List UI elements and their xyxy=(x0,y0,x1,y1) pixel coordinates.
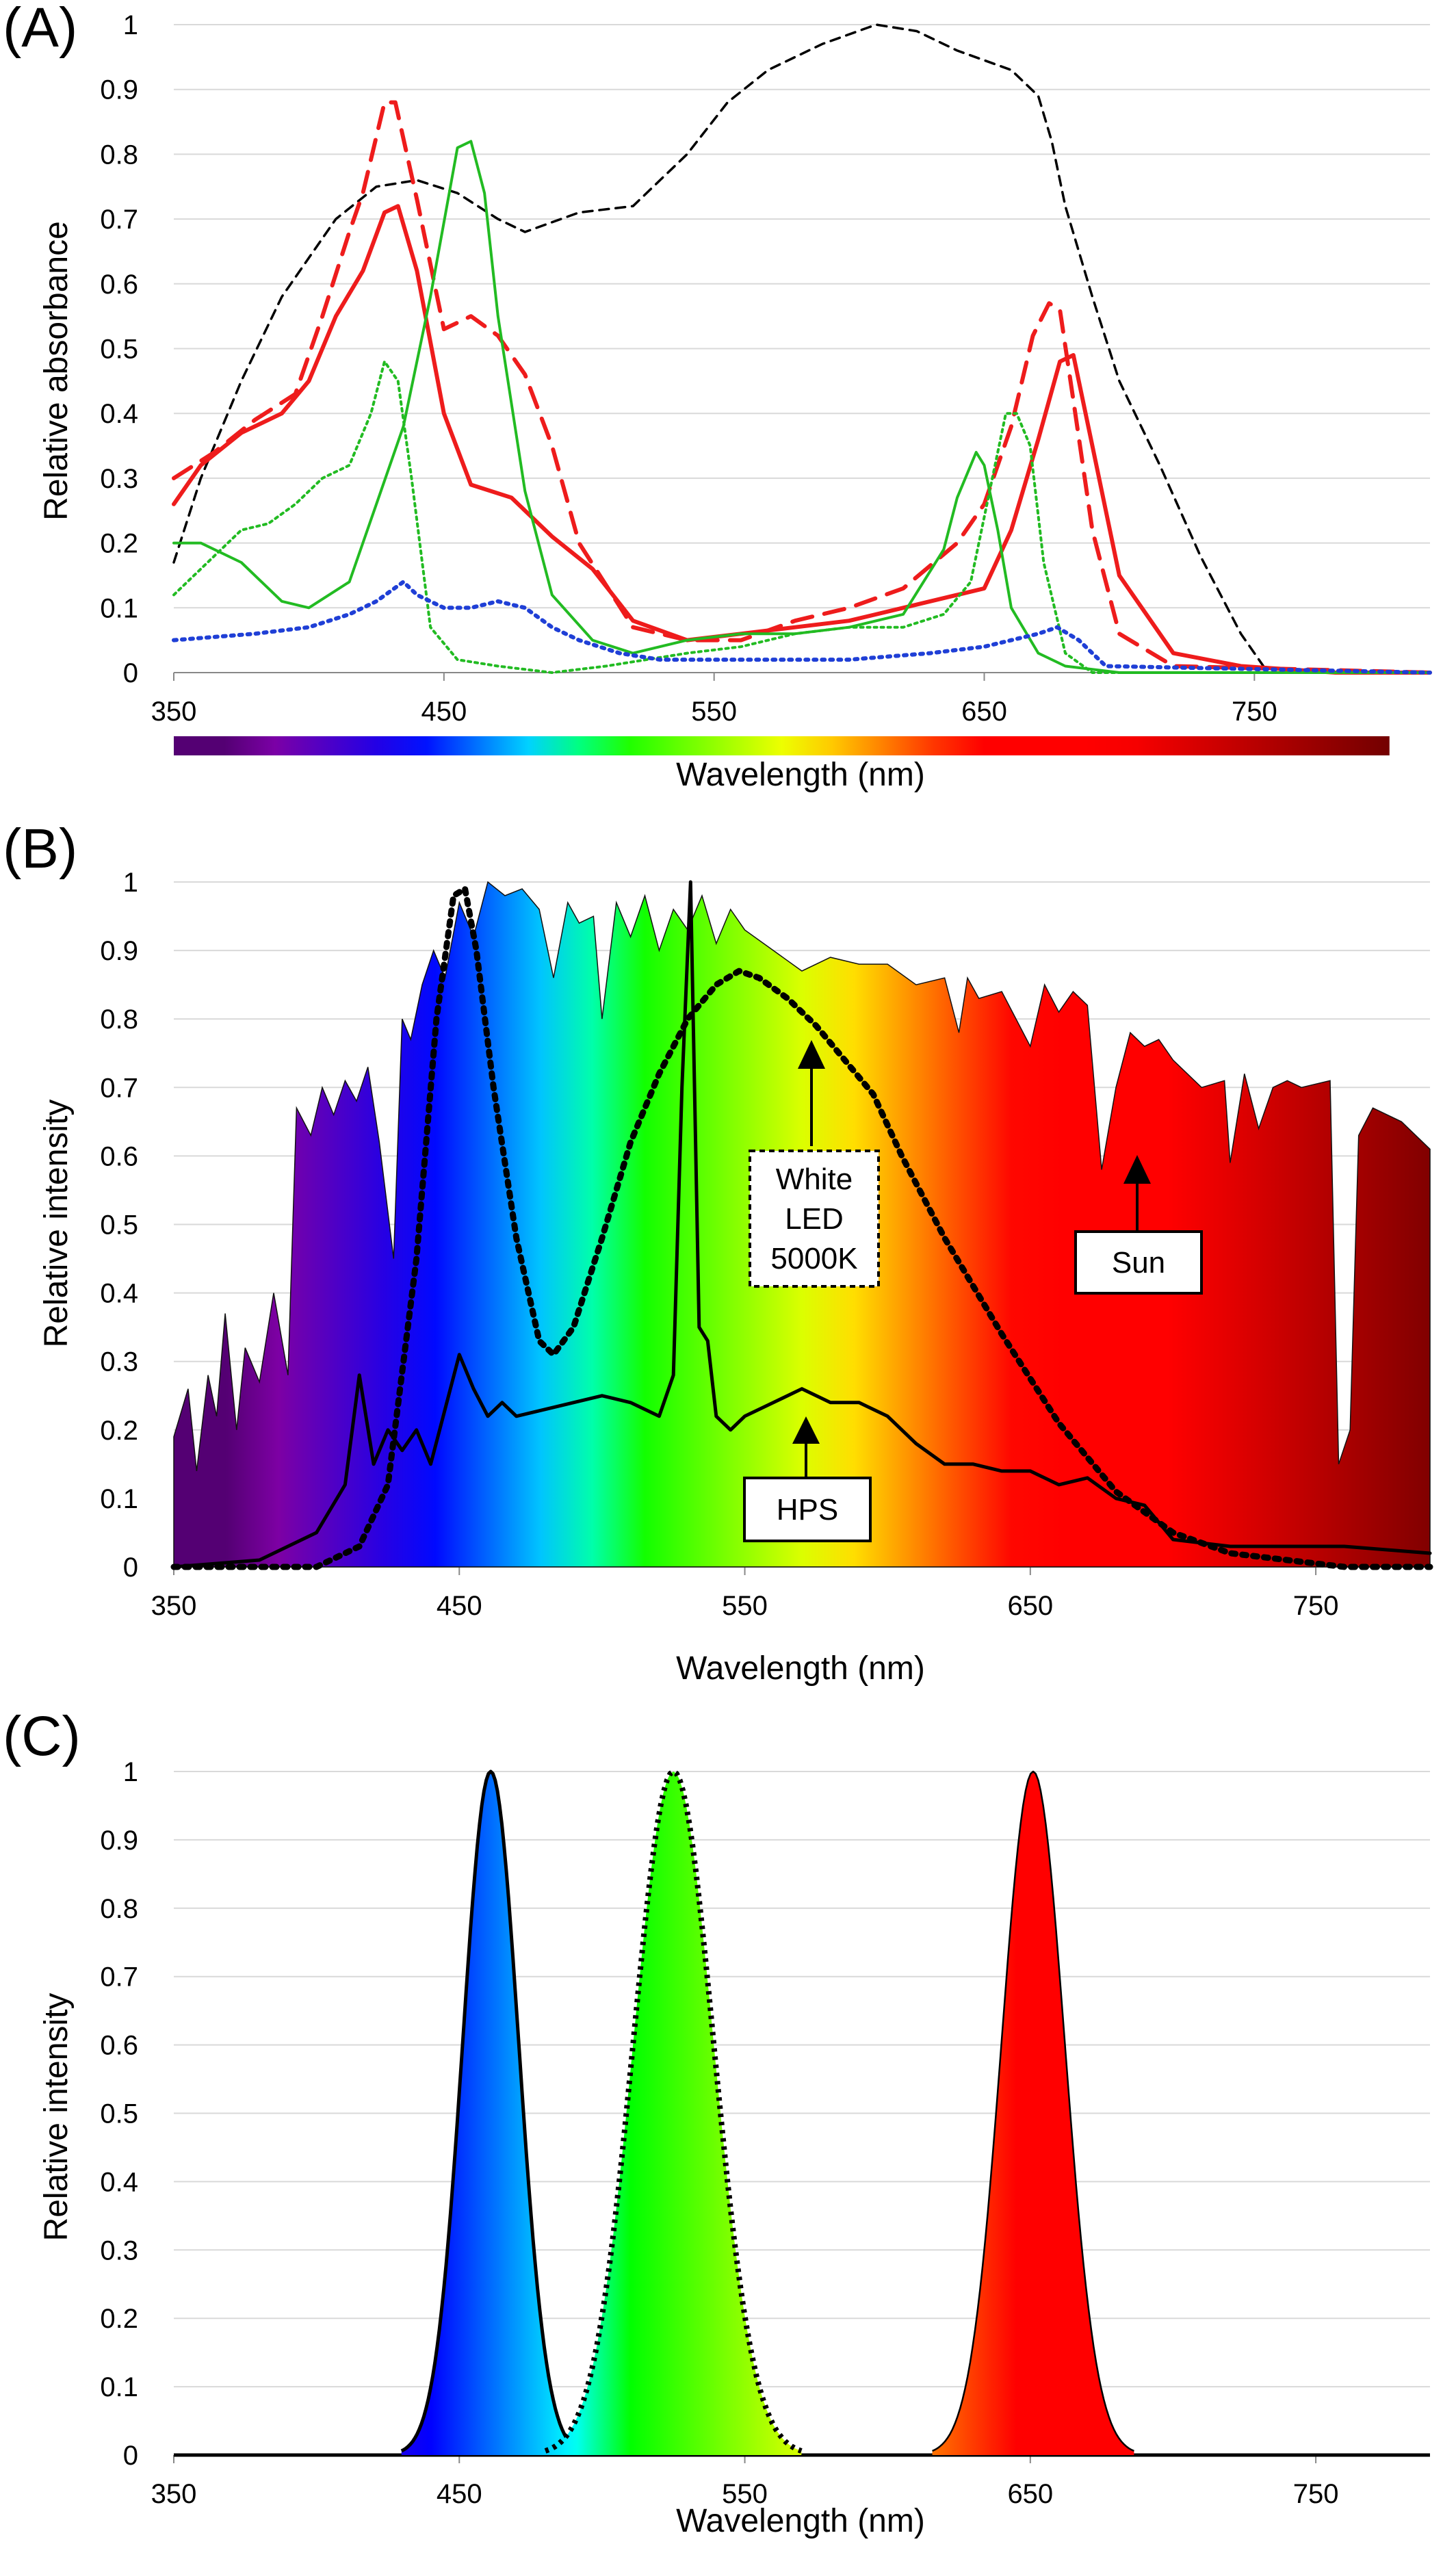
x-tick-label: 750 xyxy=(1232,697,1277,727)
y-tick-label: 0.3 xyxy=(100,1347,138,1377)
y-tick-label: 0.8 xyxy=(100,140,138,170)
y-tick-label: 0.4 xyxy=(100,1279,138,1309)
y-tick-label: 0.4 xyxy=(100,2167,138,2197)
y-tick-label: 0.9 xyxy=(100,75,138,105)
y-tick-label: 0.6 xyxy=(100,1141,138,1171)
x-ticks-a: 350 450 550 650 750 xyxy=(151,697,1277,727)
annotation-hps: HPS xyxy=(743,1416,872,1542)
x-tick-label: 750 xyxy=(1293,2479,1339,2509)
y-tick-label: 0.6 xyxy=(100,270,138,300)
led-peak-outline-3 xyxy=(932,1770,1134,2452)
led-peak-area-1 xyxy=(401,1771,580,2455)
y-ticks-b: 0 0.1 0.2 0.3 0.4 0.5 0.6 0.7 0.8 0.9 1 xyxy=(100,868,138,1583)
x-tick-label: 750 xyxy=(1293,1591,1339,1621)
y-tick-label: 0 xyxy=(123,658,138,688)
x-axis-title-b: Wavelength (nm) xyxy=(676,1650,925,1687)
y-tick-label: 0.7 xyxy=(100,1073,138,1103)
y-tick-label: 0.1 xyxy=(100,1484,138,1514)
y-tick-label: 0.5 xyxy=(100,335,138,365)
annotation-sun: Sun xyxy=(1074,1155,1203,1295)
y-tick-label: 0.2 xyxy=(100,2304,138,2334)
annotation-white-led: White LED 5000K xyxy=(749,1040,880,1288)
series-line-a-green-solid xyxy=(172,140,1431,674)
x-tick-label: 650 xyxy=(1007,1591,1053,1621)
y-axis-title-b: Relative intensity xyxy=(38,1100,75,1348)
y-tick-label: 0 xyxy=(123,2441,138,2471)
panel-b: (B) 0 0.1 0.2 0.3 0.4 0.5 0.6 0.7 0.8 0.9 1 350 450… xyxy=(3,818,1433,1687)
x-tick-label: 450 xyxy=(437,2479,482,2509)
x-tick-label: 550 xyxy=(691,697,737,727)
y-tick-label: 0.5 xyxy=(100,1210,138,1241)
series-line-a-black-dashed xyxy=(172,23,1269,674)
x-tick-label: 350 xyxy=(151,697,197,727)
grid-c xyxy=(173,1771,1430,2463)
grid-a xyxy=(173,24,1430,681)
x-ticks-b: 350 450 550 650 750 xyxy=(151,1591,1339,1621)
series-line-a-red-solid xyxy=(172,204,1432,675)
panel-c: (C) 0 0.1 0.2 0.3 0.4 0.5 0.6 0.7 0.8 0.9 1 350 450… xyxy=(3,1705,1430,2539)
y-axis-title-c: Relative intensity xyxy=(38,1993,75,2242)
y-tick-label: 1 xyxy=(123,868,138,898)
panel-label-b: (B) xyxy=(3,818,77,880)
series-line-b-black-solid xyxy=(172,880,1432,1569)
series-group-a xyxy=(172,23,1432,675)
y-tick-label: 0.4 xyxy=(100,399,138,429)
x-tick-label: 450 xyxy=(437,1591,482,1621)
y-tick-label: 0.9 xyxy=(100,936,138,966)
y-tick-label: 0.8 xyxy=(100,1004,138,1035)
y-tick-label: 0.2 xyxy=(100,529,138,559)
x-axis-title-a: Wavelength (nm) xyxy=(676,757,925,793)
series-line-b-black-dotted xyxy=(170,885,1433,1570)
y-tick-label: 0 xyxy=(123,1553,138,1583)
led-peak-outline-1 xyxy=(400,1769,581,2453)
y-tick-label: 0.1 xyxy=(100,593,138,623)
sun-label: Sun xyxy=(1112,1246,1165,1280)
y-tick-label: 0.6 xyxy=(100,2031,138,2061)
x-tick-label: 550 xyxy=(722,2479,768,2509)
led-peak-area-2 xyxy=(545,1771,802,2455)
series-line-a-red-dashed xyxy=(172,100,1432,675)
white-led-label-line-2: LED xyxy=(785,1202,844,1236)
y-tick-label: 0.7 xyxy=(100,205,138,235)
series-line-a-green-dotted xyxy=(172,360,1431,674)
panel-label-c: (C) xyxy=(3,1705,81,1767)
y-tick-label: 0.7 xyxy=(100,1962,138,1993)
y-tick-label: 0.8 xyxy=(100,1894,138,1924)
panel-label-a: (A) xyxy=(3,0,77,59)
led-peak-outline-2 xyxy=(544,1769,803,2454)
y-tick-label: 1 xyxy=(123,10,138,40)
white-led-label-line-1: White xyxy=(776,1163,853,1196)
x-tick-label: 450 xyxy=(421,697,467,727)
x-tick-label: 650 xyxy=(961,697,1007,727)
y-tick-label: 0.2 xyxy=(100,1416,138,1446)
y-tick-label: 0.5 xyxy=(100,2099,138,2129)
series-line-a-blue-dotted xyxy=(172,580,1432,675)
white-led-label-line-3: 5000K xyxy=(770,1242,857,1275)
hps-label: HPS xyxy=(777,1493,838,1527)
x-tick-label: 350 xyxy=(151,1591,197,1621)
x-ticks-c: 350 450 550 650 750 xyxy=(151,2479,1339,2509)
y-tick-label: 0.9 xyxy=(100,1826,138,1856)
led-peak-area-3 xyxy=(932,1771,1134,2455)
y-tick-label: 0.1 xyxy=(100,2372,138,2402)
panel-a: (A) 0 0.1 0.2 0.3 0.4 0.5 0.6 0.7 0.8 0.9 1 350 450… xyxy=(3,0,1432,793)
x-tick-label: 350 xyxy=(151,2479,197,2509)
x-tick-label: 550 xyxy=(722,1591,768,1621)
y-axis-title-a: Relative absorbance xyxy=(38,221,75,521)
y-tick-label: 1 xyxy=(123,1757,138,1787)
x-tick-label: 650 xyxy=(1007,2479,1053,2509)
y-ticks-a: 0 0.1 0.2 0.3 0.4 0.5 0.6 0.7 0.8 0.9 1 xyxy=(100,10,138,688)
y-tick-label: 0.3 xyxy=(100,464,138,494)
series-group-c xyxy=(174,1769,1430,2457)
y-tick-label: 0.3 xyxy=(100,2235,138,2266)
y-ticks-c: 0 0.1 0.2 0.3 0.4 0.5 0.6 0.7 0.8 0.9 1 xyxy=(100,1757,138,2471)
wavelength-colorbar xyxy=(174,736,1390,755)
x-axis-title-c: Wavelength (nm) xyxy=(676,2503,925,2539)
